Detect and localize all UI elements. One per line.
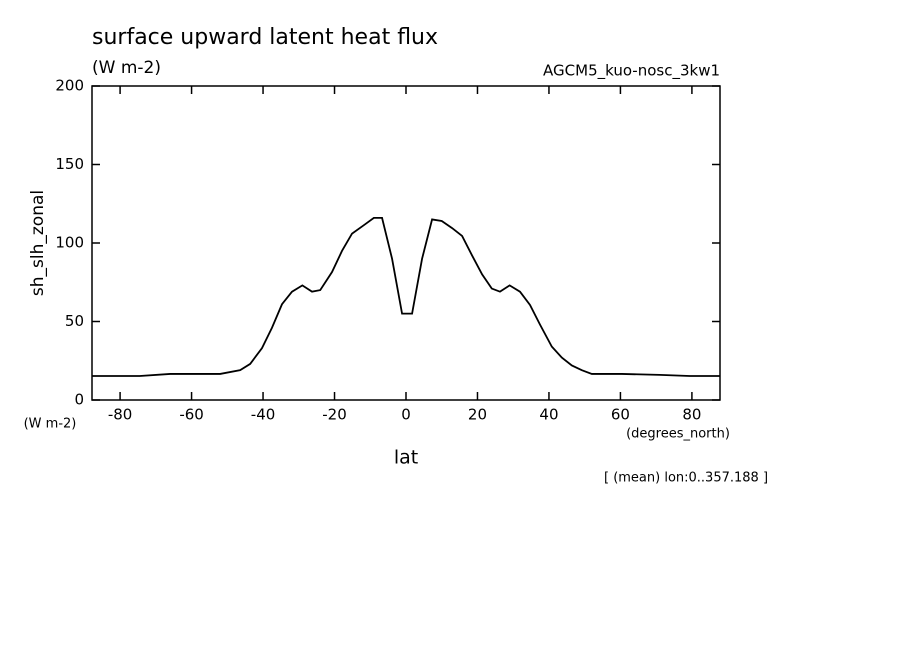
x-tick-label: -40: [251, 406, 276, 424]
x-tick-label: 40: [539, 406, 558, 424]
x-tick-label: 80: [682, 406, 701, 424]
data-line: [92, 216, 720, 377]
y-tick-label: 200: [55, 77, 84, 95]
x-tick-label: 60: [611, 406, 630, 424]
y-tick-label: 150: [55, 155, 84, 173]
x-tick-label: -80: [108, 406, 133, 424]
x-axis-label: lat: [394, 447, 418, 469]
x-tick-label: -60: [179, 406, 204, 424]
y-tick-label: 100: [55, 234, 84, 252]
y-tick-label: 50: [65, 312, 84, 330]
x-tick-label: -20: [322, 406, 347, 424]
x-tick-label: 0: [401, 406, 411, 424]
annotation: [ (mean) lon:0..357.188 ]: [604, 471, 768, 486]
plot-frame: [91, 85, 721, 401]
chart-title: surface upward latent heat flux: [92, 25, 438, 50]
y-axis-label: sh_slh_zonal: [28, 190, 48, 296]
y-unit: (W m-2): [24, 417, 77, 432]
run-label: AGCM5_kuo-nosc_3kw1: [543, 62, 720, 81]
x-unit: (degrees_north): [626, 427, 730, 442]
x-tick-label: 20: [468, 406, 487, 424]
chart-subtitle: (W m-2): [92, 58, 161, 78]
y-tick-label: 0: [74, 391, 84, 409]
